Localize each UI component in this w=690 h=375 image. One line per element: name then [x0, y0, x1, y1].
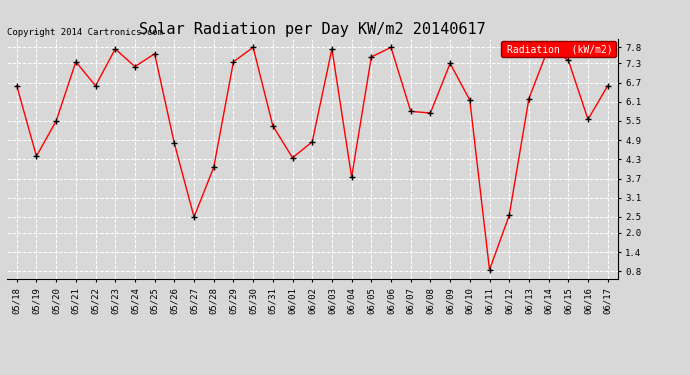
Legend: Radiation  (kW/m2): Radiation (kW/m2): [501, 41, 615, 57]
Text: Copyright 2014 Cartronics.com: Copyright 2014 Cartronics.com: [7, 28, 163, 37]
Title: Solar Radiation per Day KW/m2 20140617: Solar Radiation per Day KW/m2 20140617: [139, 22, 486, 37]
